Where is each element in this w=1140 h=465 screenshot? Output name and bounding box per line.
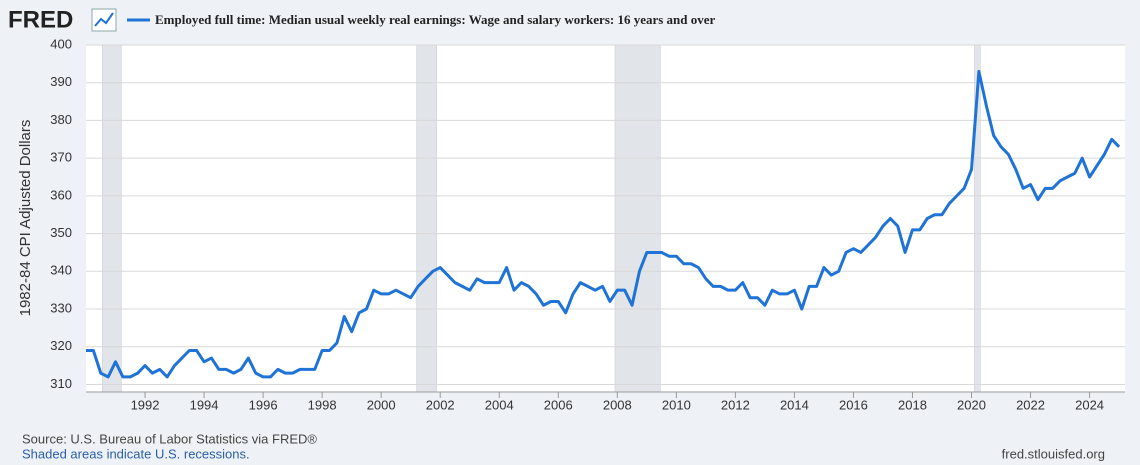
recession-band: [614, 44, 661, 393]
logo: FRED: [8, 6, 73, 33]
y-tick-label: 350: [50, 225, 72, 240]
x-tick-label: 2024: [1075, 397, 1104, 412]
x-tick-label: 1992: [131, 397, 160, 412]
x-tick-label: 1998: [308, 397, 337, 412]
x-tick-label: 2008: [603, 397, 632, 412]
x-tick-label: 1994: [190, 397, 219, 412]
y-tick-label: 340: [50, 263, 72, 278]
legend-label: Employed full time: Median usual weekly …: [155, 12, 716, 27]
recession-note[interactable]: Shaded areas indicate U.S. recessions.: [22, 446, 250, 461]
x-tick-label: 2012: [721, 397, 750, 412]
x-tick-label: 2006: [544, 397, 573, 412]
x-tick-label: 2000: [367, 397, 396, 412]
x-tick-label: 2016: [839, 397, 868, 412]
x-tick-label: 2014: [780, 397, 809, 412]
source: Source: U.S. Bureau of Labor Statistics …: [22, 431, 317, 446]
series-line: [86, 69, 1121, 379]
x-tick-label: 1996: [249, 397, 278, 412]
y-tick-label: 370: [50, 150, 72, 165]
plot-area: [86, 45, 1125, 392]
y-axis-label: 1982-84 CPI Adjusted Dollars: [17, 120, 34, 317]
x-tick-label: 2004: [485, 397, 514, 412]
y-tick-label: 390: [50, 74, 72, 89]
x-tick-label: 2022: [1016, 397, 1045, 412]
y-tick-label: 330: [50, 300, 72, 315]
y-tick-label: 310: [50, 376, 72, 391]
recession-band: [101, 44, 122, 393]
site[interactable]: fred.stlouisfed.org: [1002, 446, 1105, 461]
y-tick-label: 400: [50, 36, 72, 51]
recession-band: [416, 44, 437, 393]
x-tick-label: 2020: [957, 397, 986, 412]
x-tick-label: 2002: [426, 397, 455, 412]
x-tick-label: 2010: [662, 397, 691, 412]
x-tick-label: 2018: [898, 397, 927, 412]
y-tick-label: 360: [50, 187, 72, 202]
y-tick-label: 380: [50, 112, 72, 127]
logo-icon: [91, 8, 117, 32]
y-tick-label: 320: [50, 338, 72, 353]
